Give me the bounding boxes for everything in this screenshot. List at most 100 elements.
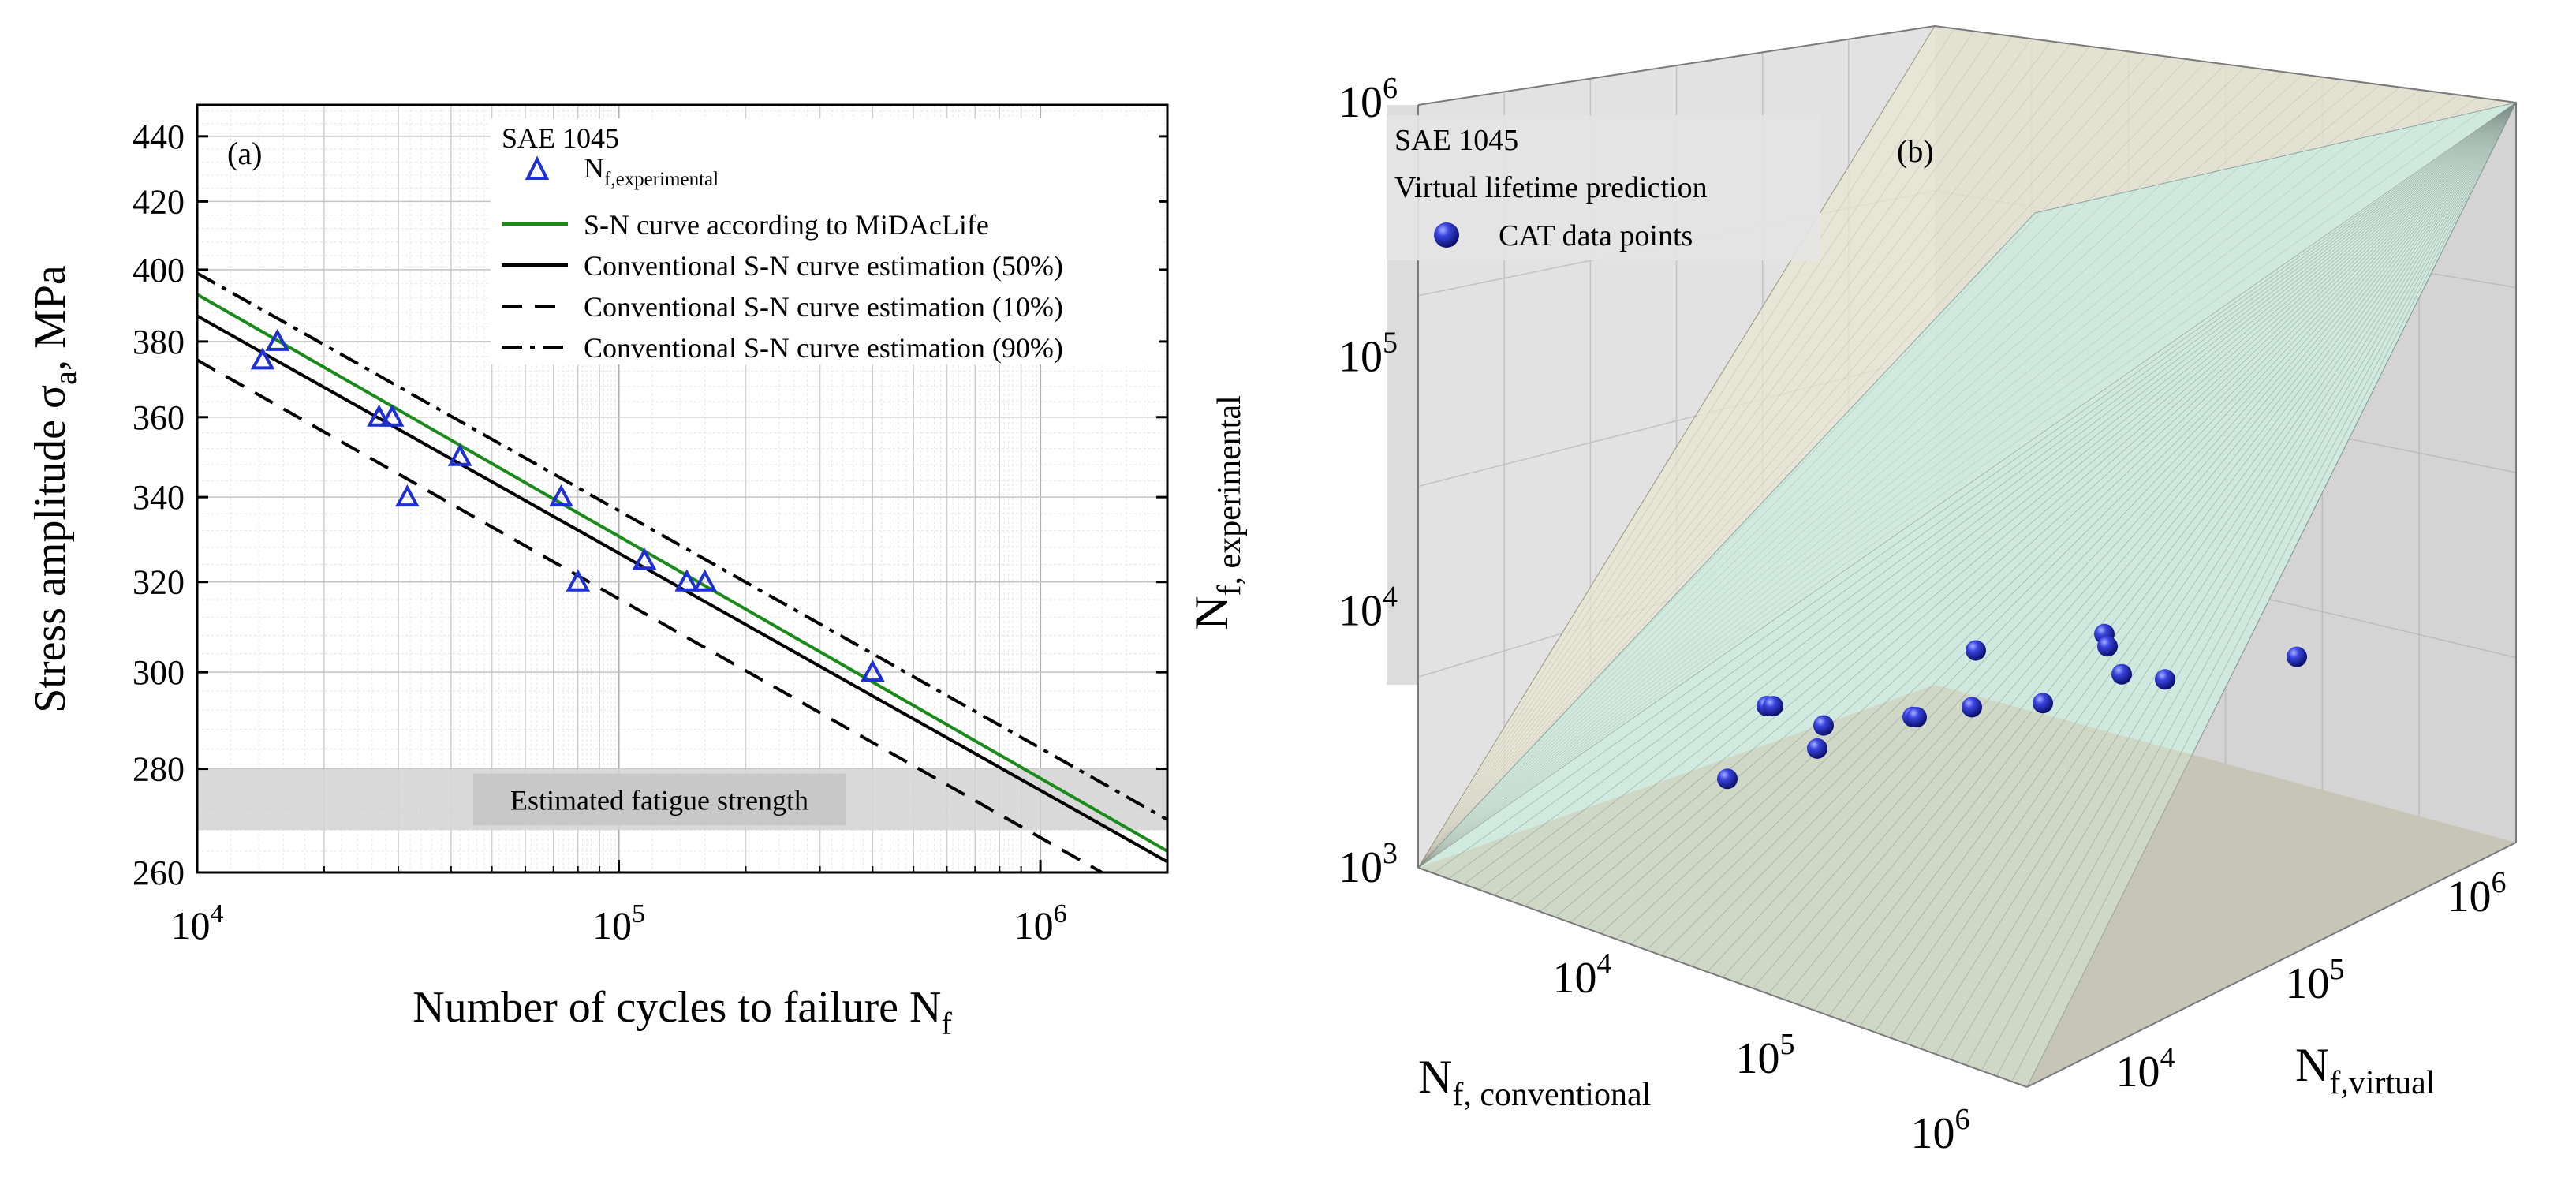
surface-mesh-line: [1448, 102, 2517, 880]
surface-mesh-line: [1417, 56, 2168, 869]
cat-data-point: [1962, 697, 1982, 718]
box-edge: [1934, 25, 2517, 103]
surface-mesh-line: [1417, 97, 2478, 869]
surface-mesh-line: [1417, 38, 2033, 869]
y-tick-label: 280: [133, 750, 185, 789]
surface-mesh-line: [1417, 87, 2400, 869]
y-tick-label-virtual-base: 10: [2286, 959, 2330, 1008]
sn-line-conv10: [197, 358, 1103, 872]
cat-data-point: [2155, 669, 2175, 690]
z-tick-label-base: 10: [1338, 332, 1383, 381]
x-tick-label-exp: 5: [632, 899, 645, 929]
experimental-point: [250, 347, 275, 370]
surface-mesh-line: [1585, 102, 2517, 929]
experimental-point: [265, 328, 290, 351]
surface-mesh-line: [1966, 102, 2517, 1066]
cat-data-point: [1906, 707, 1927, 728]
panel-a-legend: SAE 1045 Nf,experimental S-N curve accor…: [491, 118, 1159, 364]
y-tick-label-virtual: 105: [2286, 953, 2345, 1008]
legend-sphere-marker: [1434, 222, 1459, 248]
x-tick-label-base: 10: [1014, 903, 1054, 947]
surface-mesh-line: [1600, 102, 2517, 934]
surface-mesh-line: [1417, 66, 2246, 869]
fatigue-band-label-bg: [473, 773, 846, 826]
x-tick-label-conventional-exp: 5: [1780, 1028, 1795, 1061]
surface-mesh-line: [1738, 102, 2517, 984]
experimental-point: [447, 443, 472, 466]
surface-mesh-line: [1509, 102, 2517, 902]
surface-mesh-line: [1753, 102, 2517, 989]
z-tick-label-exp: 3: [1383, 837, 1398, 870]
panel-b-subtitle: Virtual lifetime prediction: [1394, 171, 1708, 204]
cat-data-point: [1813, 715, 1834, 736]
experimental-point: [861, 659, 885, 682]
box-edge: [1417, 867, 2028, 1088]
surface-mesh-line: [1615, 102, 2517, 940]
surface-mesh-line: [1494, 102, 2517, 896]
surface-mesh-line: [1417, 43, 2071, 869]
surface-mesh-line: [1417, 69, 2264, 869]
x-tick-label-conventional-base: 10: [1911, 1109, 1955, 1158]
x-tick-label-conventional: 104: [1553, 947, 1612, 1003]
surface-mesh-line: [1417, 84, 2381, 869]
surface-mesh-line: [1889, 102, 2517, 1038]
surface-mesh-line: [1417, 99, 2497, 869]
panel-b-title: SAE 1045: [1394, 124, 1518, 157]
x-tick-label-exp: 4: [211, 899, 224, 929]
legend-label-conv10: Conventional S-N curve estimation (10%): [584, 291, 1063, 323]
surface-mesh-line: [1874, 102, 2517, 1033]
surface-mesh-line: [1433, 102, 2517, 874]
surface-mesh-line: [1417, 48, 2110, 869]
z-tick-label-exp: 5: [1383, 326, 1398, 359]
legend-triangle-marker: [525, 155, 550, 180]
surface-mesh-line: [1920, 102, 2517, 1049]
y-tick-label-virtual: 106: [2447, 866, 2507, 921]
y-tick-label: 400: [133, 251, 185, 290]
surface-mesh-line: [1813, 102, 2517, 1011]
y-tick-label-virtual-exp: 4: [2160, 1041, 2175, 1074]
cat-data-point: [2097, 636, 2118, 657]
experimental-point: [549, 484, 573, 507]
panel-a-y-axis-title: Stress amplitude σa, MPa: [26, 265, 83, 713]
legend-entry-midaclife: S-N curve according to MiDAcLife: [502, 209, 989, 241]
x-tick-label-conventional: 106: [1911, 1103, 1970, 1158]
surface-mesh-line: [1417, 74, 2303, 869]
x-tick-label: 106: [1014, 899, 1067, 947]
x-tick-label-conventional-exp: 4: [1597, 947, 1612, 981]
cat-data-points: [1717, 623, 2307, 790]
surface-mesh-line: [1417, 62, 2207, 869]
x-tick-label: 105: [592, 899, 645, 947]
surface-mesh-line: [1630, 102, 2517, 945]
legend-label-midaclife: S-N curve according to MiDAcLife: [584, 209, 989, 241]
x-tick-label-conventional-base: 10: [1553, 954, 1597, 1003]
z-tick-label-base: 10: [1338, 78, 1383, 127]
surface-mesh-line: [1417, 41, 2051, 869]
z-tick-label-exp: 6: [1383, 72, 1398, 105]
panel-b-label: (b): [1897, 133, 1934, 169]
x-tick-label-exp: 6: [1054, 899, 1067, 929]
z-tick-label: 106: [1338, 72, 1398, 127]
z-tick-label-exp: 4: [1383, 581, 1398, 614]
surface-mesh-lines: [1417, 25, 2517, 1088]
surface-mesh-line: [1783, 102, 2517, 1000]
cat-data-point: [2033, 693, 2053, 714]
panel-b-chart: SAE 1045 Virtual lifetime prediction CAT…: [1185, 25, 2517, 1158]
legend-entry-conv50: Conventional S-N curve estimation (50%): [502, 250, 1063, 282]
y-tick-label: 260: [133, 854, 185, 892]
surface-mesh-line: [1661, 102, 2517, 956]
legend-entry-conv90: Conventional S-N curve estimation (90%): [502, 332, 1063, 364]
surface-mesh-line: [1417, 51, 2129, 869]
surface-mesh-line: [1417, 35, 2013, 869]
surface-mesh-line: [1555, 102, 2517, 917]
y-tick-label: 380: [133, 323, 185, 361]
x-tick-label-base: 10: [171, 903, 211, 947]
z-tick-label-base: 10: [1338, 843, 1383, 892]
z-tick-label-base: 10: [1338, 587, 1383, 636]
surface-mesh-line: [1417, 102, 2517, 869]
z-tick-label: 104: [1338, 581, 1398, 636]
surface-mesh-line: [1478, 102, 2517, 891]
panel-a-experimental-points: [250, 328, 885, 682]
surface-mesh-line: [1417, 31, 1974, 869]
fatigue-band-label: Estimated fatigue strength: [510, 784, 808, 816]
